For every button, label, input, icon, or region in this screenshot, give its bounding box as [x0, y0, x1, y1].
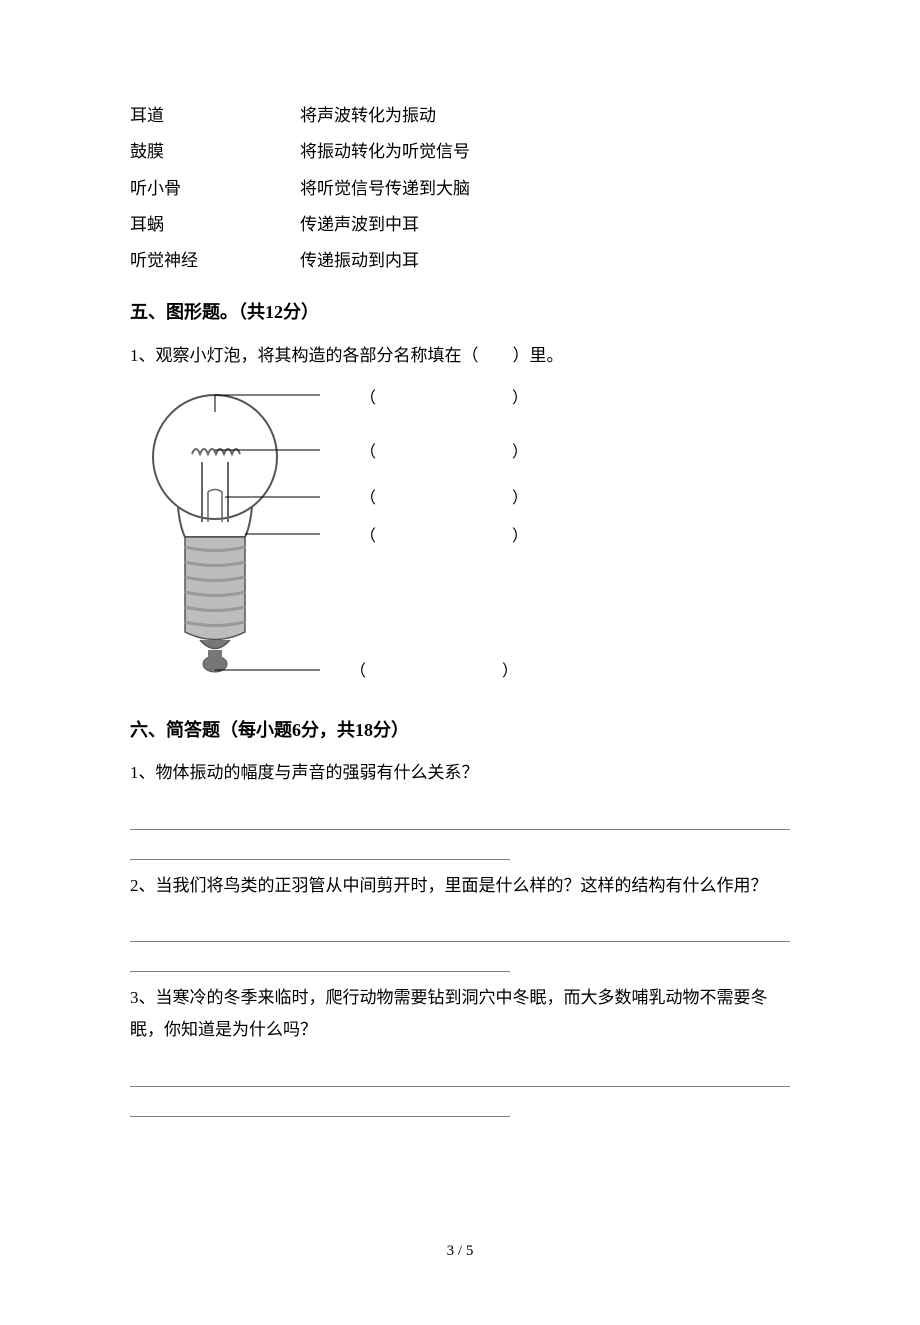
answer-line[interactable]	[130, 834, 510, 860]
matching-section: 耳道 将声波转化为振动 鼓膜 将振动转化为听觉信号 听小骨 将听觉信号传递到大脑…	[130, 100, 790, 277]
section6-title: 六、简答题（每小题6分，共18分）	[130, 713, 790, 747]
section5-q1: 1、观察小灯泡，将其构造的各部分名称填在（ ）里。	[130, 340, 790, 372]
matching-row: 鼓膜 将振动转化为听觉信号	[130, 136, 790, 168]
bulb-figure: （ ） （ ） （ ） （ ） （ ）	[130, 382, 790, 693]
section6-q1: 1、物体振动的幅度与声音的强弱有什么关系？	[130, 757, 790, 789]
matching-row: 听觉神经 传递振动到内耳	[130, 245, 790, 277]
matching-row: 听小骨 将听觉信号传递到大脑	[130, 173, 790, 205]
section6-q3: 3、当寒冷的冬季来临时，爬行动物需要钻到洞穴中冬眠，而大多数哺乳动物不需要冬眠，…	[130, 982, 790, 1047]
matching-right: 将声波转化为振动	[300, 100, 790, 132]
answer-line[interactable]	[130, 916, 790, 942]
figure-blank-2[interactable]: （ ）	[360, 438, 588, 468]
matching-right: 传递声波到中耳	[300, 209, 790, 241]
matching-left: 耳蜗	[130, 209, 300, 241]
matching-left: 听觉神经	[130, 245, 300, 277]
matching-row: 耳蜗 传递声波到中耳	[130, 209, 790, 241]
answer-line[interactable]	[130, 1061, 790, 1087]
figure-blank-5[interactable]: （ ）	[350, 657, 578, 687]
page-number: 3 / 5	[130, 1237, 790, 1266]
matching-left: 鼓膜	[130, 136, 300, 168]
figure-blank-4[interactable]: （ ）	[360, 522, 588, 552]
figure-blank-1[interactable]: （ ）	[360, 384, 588, 414]
figure-blank-3[interactable]: （ ）	[360, 484, 588, 514]
matching-left: 耳道	[130, 100, 300, 132]
matching-row: 耳道 将声波转化为振动	[130, 100, 790, 132]
matching-right: 将听觉信号传递到大脑	[300, 173, 790, 205]
answer-line[interactable]	[130, 804, 790, 830]
matching-left: 听小骨	[130, 173, 300, 205]
answer-line[interactable]	[130, 946, 510, 972]
matching-right: 将振动转化为听觉信号	[300, 136, 790, 168]
section5-title: 五、图形题。（共12分）	[130, 295, 790, 329]
answer-line[interactable]	[130, 1091, 510, 1117]
section6-q2: 2、当我们将鸟类的正羽管从中间剪开时，里面是什么样的？这样的结构有什么作用？	[130, 870, 790, 902]
lightbulb-icon	[130, 382, 320, 682]
matching-right: 传递振动到内耳	[300, 245, 790, 277]
